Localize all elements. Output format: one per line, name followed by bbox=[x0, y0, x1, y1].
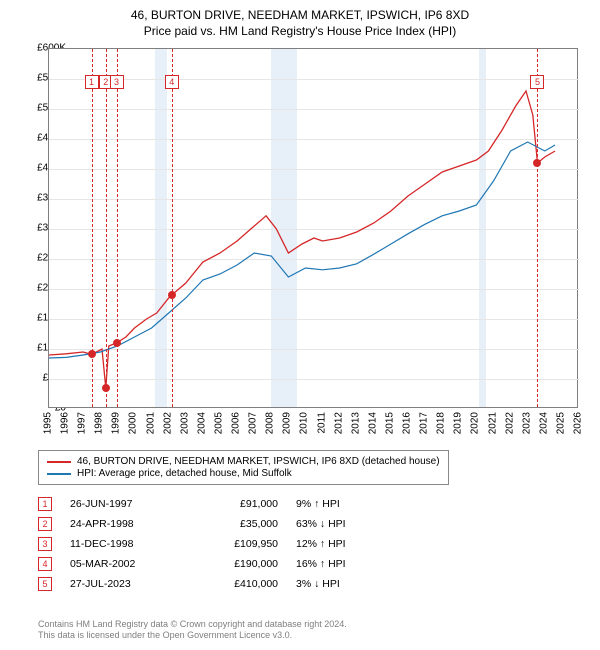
x-tick-label: 2010 bbox=[299, 412, 310, 434]
sale-event-marker: 3 bbox=[110, 75, 124, 89]
sales-row: 1 26-JUN-1997 £91,000 9% ↑ HPI bbox=[38, 494, 406, 514]
sale-event-line bbox=[106, 49, 107, 407]
x-tick-label: 2017 bbox=[419, 412, 430, 434]
x-tick-label: 2026 bbox=[573, 412, 584, 434]
sale-dot bbox=[533, 159, 541, 167]
series-line bbox=[49, 142, 555, 358]
sale-date: 24-APR-1998 bbox=[70, 518, 180, 530]
sale-number-box: 1 bbox=[38, 497, 52, 511]
x-tick-label: 2020 bbox=[470, 412, 481, 434]
sale-number-box: 5 bbox=[38, 577, 52, 591]
x-tick-label: 1995 bbox=[43, 412, 54, 434]
title-subtitle: Price paid vs. HM Land Registry's House … bbox=[0, 24, 600, 38]
footer-attribution: Contains HM Land Registry data © Crown c… bbox=[38, 619, 347, 642]
x-tick-label: 1997 bbox=[77, 412, 88, 434]
sale-pct: 9% ↑ HPI bbox=[296, 498, 406, 510]
chart-frame: 46, BURTON DRIVE, NEEDHAM MARKET, IPSWIC… bbox=[0, 0, 600, 650]
sale-pct: 12% ↑ HPI bbox=[296, 538, 406, 550]
x-tick-label: 2023 bbox=[521, 412, 532, 434]
sale-pct: 16% ↑ HPI bbox=[296, 558, 406, 570]
sale-price: £109,950 bbox=[198, 538, 278, 550]
legend-item: 46, BURTON DRIVE, NEEDHAM MARKET, IPSWIC… bbox=[47, 456, 440, 467]
x-tick-label: 1999 bbox=[111, 412, 122, 434]
sale-price: £35,000 bbox=[198, 518, 278, 530]
sale-date: 26-JUN-1997 bbox=[70, 498, 180, 510]
x-tick-label: 1998 bbox=[94, 412, 105, 434]
sale-dot bbox=[88, 350, 96, 358]
series-line bbox=[49, 91, 555, 388]
x-tick-label: 2007 bbox=[248, 412, 259, 434]
x-tick-label: 2016 bbox=[402, 412, 413, 434]
x-tick-label: 2000 bbox=[128, 412, 139, 434]
x-tick-label: 2006 bbox=[231, 412, 242, 434]
sale-dot bbox=[102, 384, 110, 392]
legend-item: HPI: Average price, detached house, Mid … bbox=[47, 468, 440, 479]
x-tick-label: 2005 bbox=[213, 412, 224, 434]
legend-label: HPI: Average price, detached house, Mid … bbox=[77, 468, 292, 479]
x-tick-label: 2002 bbox=[162, 412, 173, 434]
sales-row: 2 24-APR-1998 £35,000 63% ↓ HPI bbox=[38, 514, 406, 534]
sales-row: 5 27-JUL-2023 £410,000 3% ↓ HPI bbox=[38, 574, 406, 594]
sale-price: £190,000 bbox=[198, 558, 278, 570]
sale-event-marker: 1 bbox=[85, 75, 99, 89]
sale-date: 11-DEC-1998 bbox=[70, 538, 180, 550]
legend-swatch bbox=[47, 473, 71, 475]
x-tick-label: 2018 bbox=[436, 412, 447, 434]
plot-area: 12345 bbox=[48, 48, 578, 408]
x-tick-label: 2019 bbox=[453, 412, 464, 434]
sale-event-line bbox=[117, 49, 118, 407]
sale-number-box: 2 bbox=[38, 517, 52, 531]
sale-event-marker: 5 bbox=[530, 75, 544, 89]
legend-swatch bbox=[47, 461, 71, 463]
sales-table: 1 26-JUN-1997 £91,000 9% ↑ HPI 2 24-APR-1998 £… bbox=[38, 494, 406, 594]
x-tick-label: 2003 bbox=[179, 412, 190, 434]
x-tick-label: 2014 bbox=[367, 412, 378, 434]
x-tick-label: 2011 bbox=[316, 412, 327, 434]
x-tick-label: 2022 bbox=[504, 412, 515, 434]
legend: 46, BURTON DRIVE, NEEDHAM MARKET, IPSWIC… bbox=[38, 450, 449, 485]
sale-price: £410,000 bbox=[198, 578, 278, 590]
x-tick-label: 2021 bbox=[487, 412, 498, 434]
x-tick-label: 2001 bbox=[145, 412, 156, 434]
x-tick-label: 2025 bbox=[555, 412, 566, 434]
sales-row: 4 05-MAR-2002 £190,000 16% ↑ HPI bbox=[38, 554, 406, 574]
x-tick-label: 2009 bbox=[282, 412, 293, 434]
sale-event-line bbox=[172, 49, 173, 407]
x-tick-label: 2024 bbox=[538, 412, 549, 434]
footer-line1: Contains HM Land Registry data © Crown c… bbox=[38, 619, 347, 631]
x-tick-label: 2008 bbox=[265, 412, 276, 434]
sale-date: 27-JUL-2023 bbox=[70, 578, 180, 590]
sale-date: 05-MAR-2002 bbox=[70, 558, 180, 570]
x-tick-label: 2012 bbox=[333, 412, 344, 434]
x-tick-label: 2013 bbox=[350, 412, 361, 434]
sale-dot bbox=[113, 339, 121, 347]
sale-event-marker: 4 bbox=[165, 75, 179, 89]
x-tick-label: 1996 bbox=[60, 412, 71, 434]
sale-number-box: 3 bbox=[38, 537, 52, 551]
legend-label: 46, BURTON DRIVE, NEEDHAM MARKET, IPSWIC… bbox=[77, 456, 440, 467]
sale-pct: 63% ↓ HPI bbox=[296, 518, 406, 530]
x-tick-label: 2004 bbox=[196, 412, 207, 434]
title-address: 46, BURTON DRIVE, NEEDHAM MARKET, IPSWIC… bbox=[0, 8, 600, 22]
sale-pct: 3% ↓ HPI bbox=[296, 578, 406, 590]
sales-row: 3 11-DEC-1998 £109,950 12% ↑ HPI bbox=[38, 534, 406, 554]
sale-number-box: 4 bbox=[38, 557, 52, 571]
titles: 46, BURTON DRIVE, NEEDHAM MARKET, IPSWIC… bbox=[0, 0, 600, 40]
sale-dot bbox=[168, 291, 176, 299]
footer-line2: This data is licensed under the Open Gov… bbox=[38, 630, 347, 642]
x-tick-label: 2015 bbox=[384, 412, 395, 434]
sale-price: £91,000 bbox=[198, 498, 278, 510]
sale-event-line bbox=[537, 49, 538, 407]
line-plot bbox=[49, 49, 579, 409]
